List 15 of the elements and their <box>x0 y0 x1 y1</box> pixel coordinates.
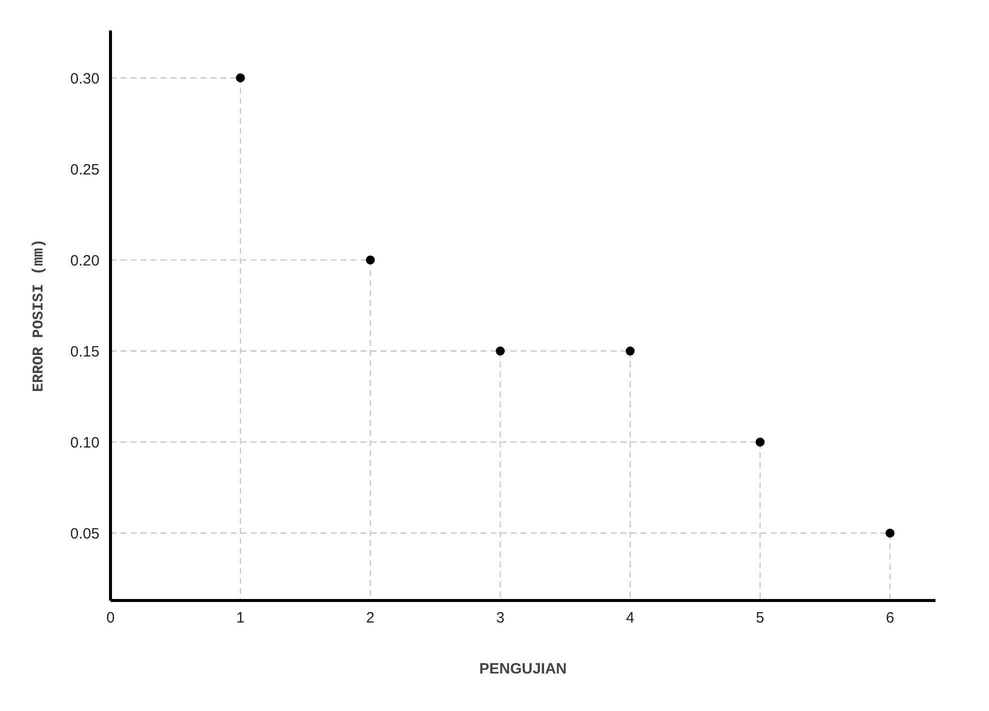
x-tick-label: 1 <box>236 610 245 626</box>
y-tick-label: 0.25 <box>70 161 100 178</box>
x-axis-title: PENGUJIAN <box>479 660 567 678</box>
y-tick-label: 0.10 <box>70 434 100 452</box>
y-tick-label: 0.05 <box>70 526 100 543</box>
y-tick-label: 0.15 <box>70 344 100 361</box>
x-tick-label: 0 <box>106 610 115 626</box>
x-tick-label: 4 <box>626 610 634 626</box>
x-tick-label: 6 <box>886 610 894 626</box>
y-tick-label: 0.30 <box>70 70 100 88</box>
y-tick-label: 0.20 <box>70 252 100 270</box>
x-tick-label: 3 <box>496 610 504 626</box>
x-tick-label: 2 <box>366 610 375 626</box>
y-axis-title: ERROR POSISI (mm) <box>30 238 48 392</box>
x-tick-label: 5 <box>756 610 764 626</box>
